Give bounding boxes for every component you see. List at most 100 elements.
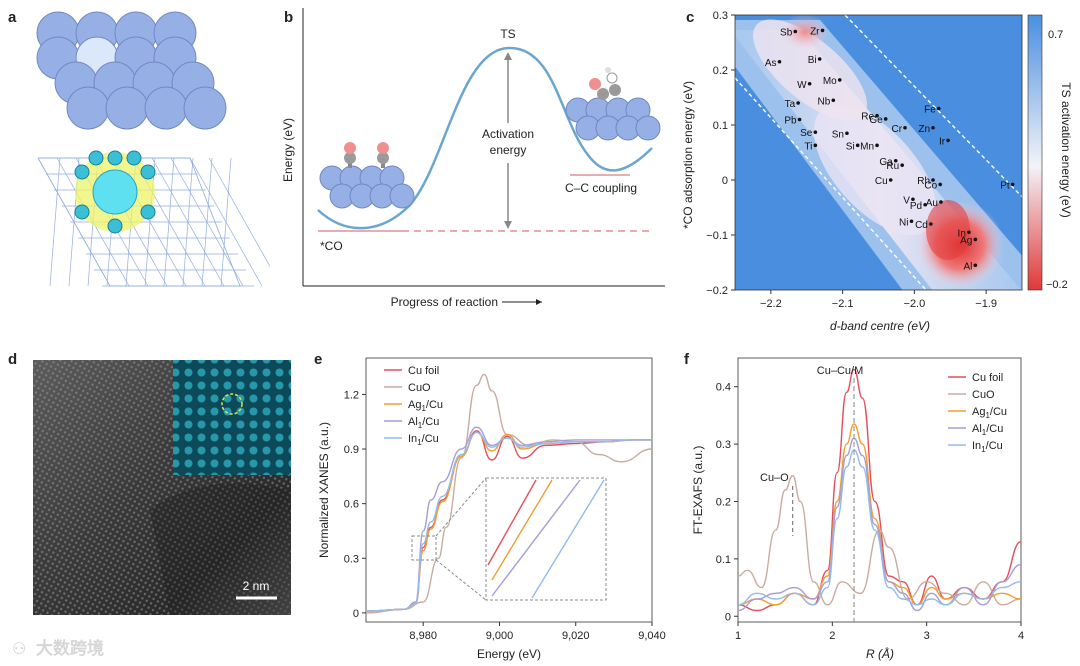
xtick-label: 3 — [924, 630, 930, 642]
c-xlabel: d-band centre (eV) — [830, 319, 930, 333]
cu-atom — [389, 183, 415, 209]
point-Sb — [793, 29, 798, 34]
neighbor-atom — [140, 204, 156, 220]
point-label-Ga: Ga — [879, 157, 893, 168]
cu-atom — [105, 86, 149, 130]
xtick-label: 4 — [1018, 630, 1024, 642]
ytick-label: 0.2 — [716, 496, 731, 508]
panel-d: d 2 nm ⚇ 大数跨境 — [8, 351, 291, 659]
point-Rh — [931, 178, 935, 182]
ytick-label: 0.3 — [716, 439, 731, 451]
legend-item: Al1/Cu — [972, 423, 1003, 437]
legend-item: In1/Cu — [408, 433, 439, 447]
e-xlabel: Energy (eV) — [477, 647, 541, 661]
ytick-label: 0 — [353, 608, 359, 620]
carbon-atom — [377, 152, 389, 164]
c-ytick-label: −0.1 — [706, 230, 728, 242]
point-label-Mo: Mo — [823, 76, 837, 87]
point-Ru — [900, 163, 904, 167]
point-label-Au: Au — [926, 198, 938, 209]
oxygen-atom — [377, 142, 389, 154]
point-label-Zr: Zr — [810, 26, 820, 37]
legend-item: Ag1/Cu — [408, 399, 443, 413]
point-label-Ta: Ta — [785, 99, 796, 110]
xtick-label: 9,000 — [486, 630, 514, 642]
point-label-Ni: Ni — [899, 217, 908, 228]
point-label-Fe: Fe — [924, 105, 936, 116]
cu-atom — [635, 115, 661, 141]
series-al1-cu — [737, 437, 1022, 612]
panel-e-label: e — [314, 351, 322, 368]
f-ylabel: FT-EXAFS (a.u.) — [691, 446, 705, 535]
e-legend: Cu foil CuO Ag1/Cu Al1/Cu In1/Cu — [384, 365, 443, 447]
cu-o-label: Cu–O — [760, 472, 789, 484]
center-atom — [92, 169, 138, 215]
legend-item: Al1/Cu — [408, 416, 439, 430]
c-xtick-label: −2.1 — [832, 298, 854, 310]
watermark-logo-icon: ⚇ — [12, 639, 26, 658]
single-atom-highlight — [221, 393, 243, 415]
xtick-label: 8,980 — [409, 630, 437, 642]
point-label-Rh: Rh — [917, 176, 930, 187]
legend-item: In1/Cu — [972, 440, 1003, 454]
point-label-Cu: Cu — [875, 176, 888, 187]
point-label-Co: Co — [924, 180, 937, 191]
point-Ni — [909, 219, 914, 224]
carbon-atom — [597, 88, 609, 100]
point-Pd — [923, 202, 927, 207]
point-Se — [813, 130, 818, 134]
panel-a-label: a — [8, 9, 17, 26]
cu-cu-peak-label: Cu–Cu/M — [817, 365, 863, 377]
point-W — [807, 81, 812, 86]
point-Re — [875, 113, 879, 118]
oxygen-atom — [606, 72, 618, 84]
panel-a: a — [8, 9, 270, 287]
panel-f: f 1 2 3 4 0 0.1 0.2 0.3 0.4 Cu–Cu/M Cu–O Cu foil… — [684, 351, 1024, 661]
lattice-lines — [37, 157, 270, 287]
cu-atom — [66, 86, 110, 130]
point-label-In: In — [958, 228, 966, 239]
point-label-Al: Al — [963, 261, 972, 272]
point-label-Nb: Nb — [818, 96, 831, 107]
point-label-Bi: Bi — [808, 55, 817, 66]
point-label-Cd: Cd — [915, 220, 928, 231]
c-ytick-label: 0.1 — [713, 120, 728, 132]
ytick-label: 0.6 — [344, 499, 359, 511]
point-label-Pt: Pt — [1000, 180, 1010, 191]
c-xtick-label: −2.0 — [904, 298, 926, 310]
ytick-label: 0.4 — [716, 382, 731, 394]
point-Pb — [797, 117, 802, 122]
ts-label: TS — [500, 27, 515, 41]
neighbor-atom — [107, 218, 123, 234]
point-Ti — [813, 143, 818, 148]
ytick-label: 0.1 — [716, 554, 731, 566]
e-plot-frame — [365, 357, 653, 623]
activation-label-line2: energy — [490, 143, 527, 157]
xtick-label: 9,020 — [562, 630, 590, 642]
f-legend: Cu foil CuO Ag1/Cu Al1/Cu In1/Cu — [948, 372, 1007, 454]
c-ytick-label: −0.2 — [706, 285, 728, 297]
point-In — [967, 230, 971, 235]
xtick-label: 1 — [735, 630, 741, 642]
point-label-Zn: Zn — [918, 124, 930, 135]
haadf-stem-image — [33, 360, 291, 615]
point-Cr — [903, 125, 907, 130]
colorbar — [1027, 14, 1043, 291]
colorbar-min: −0.2 — [1046, 279, 1068, 291]
ytick-label: 0.3 — [344, 553, 359, 565]
panel-b: b Energy (eV) Progress of reaction Activ… — [281, 8, 665, 309]
panel-b-label: b — [284, 9, 293, 26]
point-label-Cr: Cr — [891, 124, 902, 135]
f-series-lines — [737, 368, 1022, 612]
coupling-label: C–C coupling — [565, 181, 637, 195]
point-label-Ge: Ge — [869, 115, 883, 126]
point-label-W: W — [797, 80, 807, 91]
c-axis-ticks: −2.2 −2.1 −2.0 −1.9 0.3 0.2 0.1 0 −0.1 −0.2 — [706, 10, 997, 310]
ytick-label: 1.2 — [344, 389, 359, 401]
point-As — [777, 59, 782, 64]
point-Ir — [946, 138, 950, 143]
c-xtick-label: −2.2 — [760, 298, 782, 310]
point-Ge — [883, 117, 888, 121]
point-Fe — [936, 106, 941, 111]
neighbor-atom — [107, 150, 123, 166]
